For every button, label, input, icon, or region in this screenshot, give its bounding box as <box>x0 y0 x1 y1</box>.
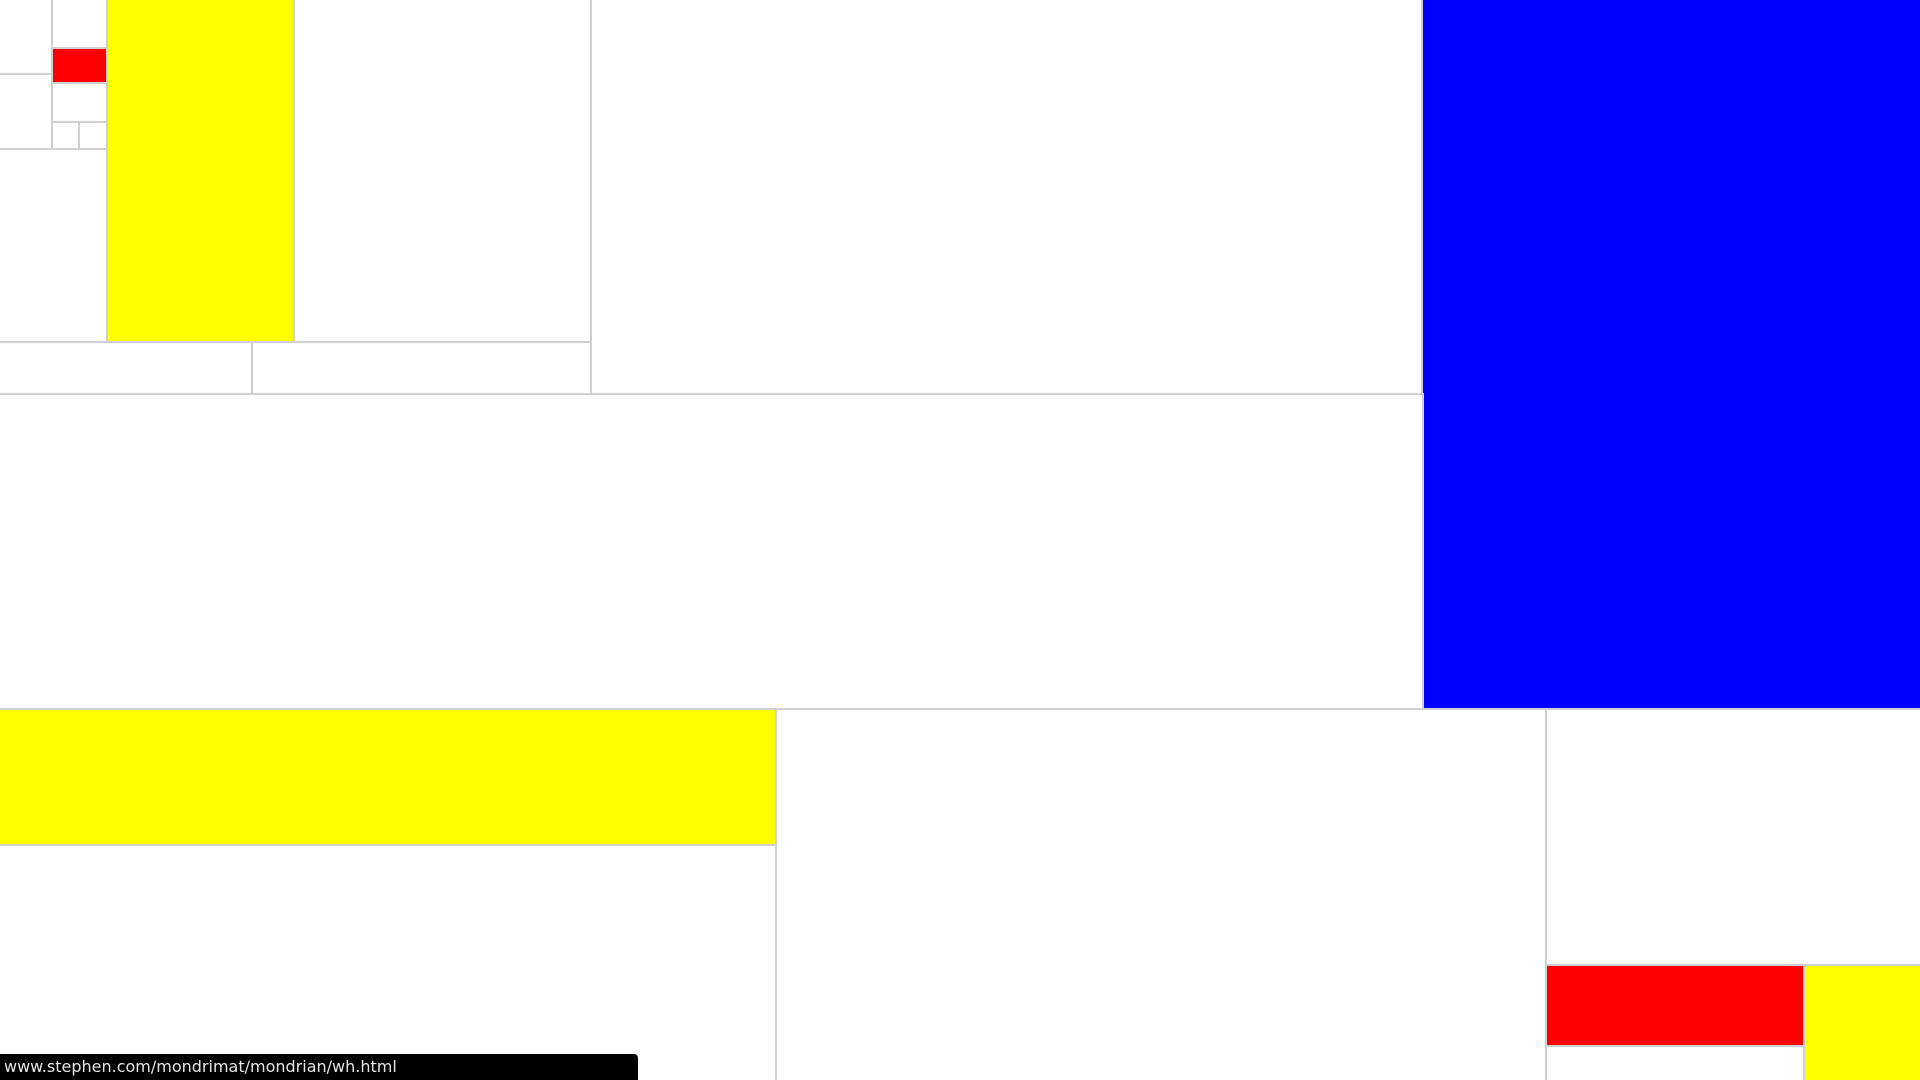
grid-cell-red[interactable] <box>1545 964 1806 1048</box>
grid-cell-blue[interactable] <box>1421 0 1920 711</box>
grid-cell[interactable] <box>78 121 109 151</box>
grid-cell-yellow[interactable] <box>106 0 296 344</box>
grid-cell-yellow[interactable] <box>1803 964 1920 1080</box>
grid-cell[interactable] <box>51 82 109 124</box>
grid-cell[interactable] <box>51 0 109 50</box>
grid-cell[interactable] <box>0 73 54 151</box>
status-bar-url: www.stephen.com/mondrimat/mondrian/wh.ht… <box>0 1054 638 1080</box>
grid-cell[interactable] <box>0 393 1424 711</box>
grid-cell[interactable] <box>590 0 1424 396</box>
grid-cell[interactable] <box>293 0 593 344</box>
grid-cell[interactable] <box>1545 708 1920 967</box>
grid-cell[interactable] <box>0 148 109 344</box>
grid-cell[interactable] <box>1545 1045 1806 1080</box>
grid-cell[interactable] <box>775 708 1548 1080</box>
grid-cell-yellow[interactable] <box>0 708 778 847</box>
grid-cell[interactable] <box>251 341 593 396</box>
grid-cell[interactable] <box>0 0 54 76</box>
grid-cell[interactable] <box>51 121 81 151</box>
grid-cell[interactable] <box>0 844 778 1080</box>
grid-cell-red[interactable] <box>51 47 109 85</box>
grid-cell[interactable] <box>0 341 254 396</box>
